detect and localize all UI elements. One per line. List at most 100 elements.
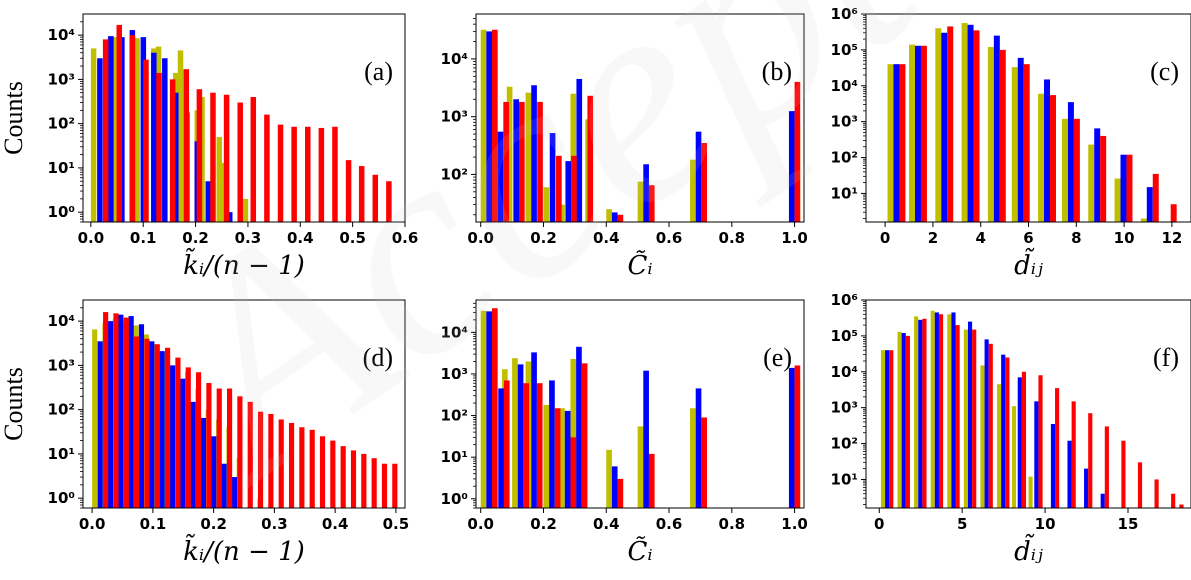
bar-red-5 — [1023, 64, 1030, 222]
bar-red-6 — [988, 343, 993, 508]
bar-red-9 — [701, 143, 708, 222]
x-tick-label: 0.0 — [79, 515, 106, 533]
bar-red-0 — [102, 39, 109, 222]
bar-red-10 — [1055, 388, 1060, 508]
bar-blue-5 — [564, 410, 571, 508]
bar-red-12 — [264, 114, 270, 222]
bar-red-16 — [318, 127, 325, 222]
bar-blue-0 — [893, 64, 900, 222]
bar-red-2 — [519, 101, 525, 222]
x-tick-label: 0.6 — [656, 229, 683, 247]
bar-red-8 — [1100, 135, 1107, 222]
y-tick-label: 10¹ — [48, 159, 75, 177]
bar-blue-4 — [549, 133, 556, 222]
y-tick-label: 10⁵ — [831, 41, 858, 59]
bar-red-25 — [361, 453, 367, 508]
bar-yellow-1 — [909, 44, 915, 222]
bar-blue-6 — [1044, 79, 1050, 223]
bar-red-11 — [1170, 204, 1177, 222]
bar-red-4 — [955, 325, 960, 508]
bar-blue-11 — [211, 436, 217, 508]
bar-yellow-0 — [887, 64, 894, 222]
bar-blue-10 — [1050, 424, 1056, 508]
bar-blue-1 — [107, 321, 114, 508]
panel-2: 0 2 4 6 8 10 12 10¹ 10² 10³ 10⁴ 10⁵ 10⁶ (c) d̃ᵢⱼ — [831, 5, 1191, 281]
bar-red-9 — [701, 417, 708, 508]
bar-blue-8 — [643, 370, 649, 508]
x-tick-label: 6 — [1023, 229, 1033, 247]
bar-red-0 — [103, 312, 109, 508]
bar-red-16 — [1154, 479, 1159, 508]
x-axis-label: C̃ᵢ — [627, 250, 652, 281]
y-tick-label: 10³ — [831, 113, 858, 131]
bar-red-0 — [492, 29, 498, 223]
bar-blue-7 — [173, 92, 179, 223]
bar-yellow-2 — [525, 92, 532, 222]
y-tick-label: 10⁶ — [831, 291, 858, 309]
bar-red-9 — [223, 94, 230, 222]
bar-blue-3 — [128, 316, 134, 508]
bar-yellow-1 — [506, 86, 513, 223]
bar-red-5 — [169, 79, 176, 222]
bar-red-11 — [250, 97, 257, 222]
bar-yellow-8 — [1088, 144, 1095, 222]
bar-blue-4 — [549, 380, 555, 508]
bar-red-2 — [523, 383, 530, 508]
bar-blue-3 — [531, 352, 537, 508]
bar-red-2 — [129, 35, 136, 223]
bar-blue-7 — [611, 212, 618, 222]
x-axis-label: k̃ᵢ/(n − 1) — [183, 247, 305, 281]
bar-red-6 — [587, 95, 594, 222]
axes-frame — [82, 13, 406, 223]
bar-red-1 — [503, 380, 510, 508]
bar-blue-10 — [788, 367, 795, 508]
bar-blue-1 — [497, 131, 504, 222]
bar-red-4 — [156, 72, 162, 222]
bar-red-13 — [237, 396, 243, 508]
bar-red-10 — [794, 81, 801, 222]
bar-blue-0 — [486, 31, 493, 222]
y-tick-label: 10² — [48, 115, 75, 133]
bar-yellow-0 — [90, 48, 97, 222]
bar-red-7 — [1073, 118, 1080, 222]
y-tick-label: 10⁴ — [831, 77, 858, 95]
bar-blue-7 — [611, 466, 618, 508]
bar-red-17 — [332, 126, 338, 222]
panel-label: (e) — [763, 343, 792, 372]
x-axis-label: d̃ᵢⱼ — [1014, 247, 1043, 281]
x-tick-label: 0.8 — [719, 229, 746, 247]
bar-yellow-8 — [1011, 406, 1017, 508]
y-tick-label: 10³ — [831, 399, 858, 417]
bar-red-22 — [330, 440, 336, 508]
y-tick-label: 10¹ — [441, 448, 468, 466]
bar-red-7 — [617, 214, 624, 222]
bar-blue-4 — [951, 312, 956, 508]
x-tick-label: 0.0 — [467, 515, 494, 533]
bar-red-4 — [999, 49, 1006, 222]
bar-blue-11 — [226, 212, 233, 222]
bar-red-9 — [1126, 154, 1133, 222]
x-tick-label: 0.2 — [530, 229, 557, 247]
x-tick-label: 8 — [1071, 229, 1081, 247]
bar-yellow-8 — [637, 426, 644, 508]
bar-red-1 — [113, 313, 119, 508]
bar-yellow-0 — [92, 329, 98, 508]
bar-yellow-4 — [987, 47, 994, 222]
x-axis-label: C̃ᵢ — [627, 536, 652, 567]
panel-1: 0.0 0.2 0.4 0.6 0.8 1.0 10² 10³ 10⁴ (b) C̃ᵢ — [441, 13, 808, 281]
bar-red-12 — [1088, 413, 1093, 508]
bar-yellow-7 — [606, 449, 612, 508]
bar-red-14 — [1121, 440, 1126, 508]
bar-yellow-9 — [1028, 476, 1033, 508]
bar-red-28 — [392, 463, 398, 508]
bar-red-18 — [1179, 504, 1184, 508]
bar-red-8 — [648, 453, 655, 508]
bar-red-8 — [210, 92, 216, 223]
bar-yellow-6 — [220, 162, 227, 222]
bar-yellow-0 — [480, 29, 487, 223]
bar-yellow-7 — [606, 209, 612, 222]
x-tick-label: 2 — [928, 229, 938, 247]
bar-yellow-3 — [961, 23, 968, 222]
x-tick-label: 1.0 — [781, 229, 808, 247]
bar-blue-10 — [205, 181, 212, 222]
